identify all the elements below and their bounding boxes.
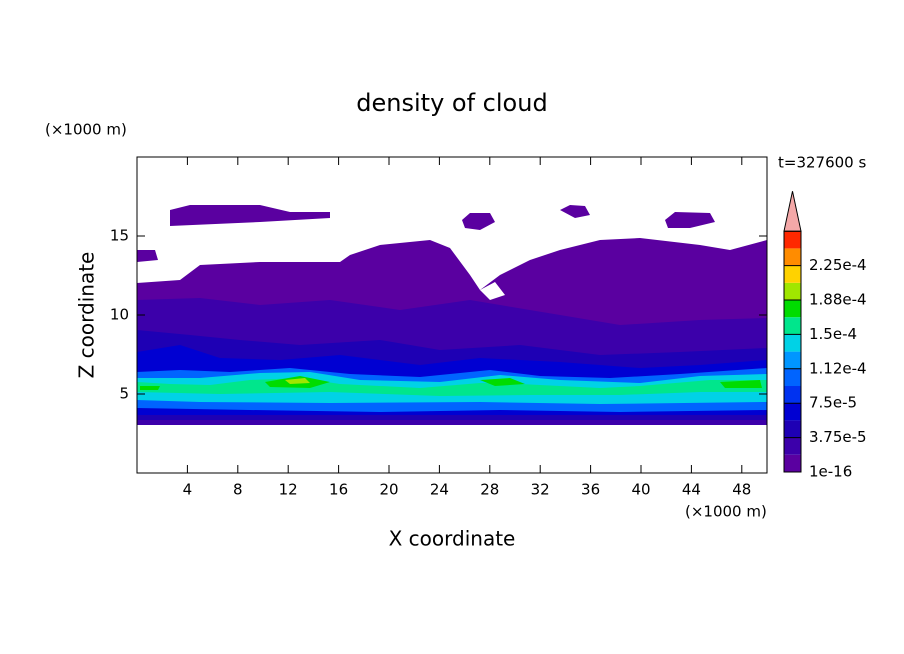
x-tick-label: 48 xyxy=(732,481,751,499)
x-axis-label: X coordinate xyxy=(389,527,516,551)
colorbar-band xyxy=(784,420,801,438)
colorbar-extend xyxy=(783,191,802,232)
x-tick-label: 28 xyxy=(480,481,499,499)
chart-title: density of cloud xyxy=(356,89,547,117)
colorbar-band xyxy=(784,386,801,404)
colorbar-label: 1e-16 xyxy=(809,463,852,481)
x-tick-label: 12 xyxy=(279,481,298,499)
colorbar-band xyxy=(784,437,801,455)
x-unit: (×1000 m) xyxy=(685,503,767,521)
x-tick-label: 44 xyxy=(682,481,701,499)
y-tick-label: 10 xyxy=(110,306,129,324)
colorbar-band xyxy=(784,454,801,472)
y-tick-label: 5 xyxy=(119,385,129,403)
colorbar-band xyxy=(784,368,801,386)
x-tick-label: 24 xyxy=(430,481,449,499)
x-tick-label: 32 xyxy=(531,481,550,499)
colorbar-band xyxy=(784,351,801,369)
colorbar-label: 1.12e-4 xyxy=(809,359,867,377)
x-tick-label: 40 xyxy=(631,481,650,499)
y-tick-label: 15 xyxy=(110,227,129,245)
annotation: t=327600 s xyxy=(778,154,866,172)
x-tick-label: 16 xyxy=(329,481,348,499)
x-tick-label: 4 xyxy=(183,481,193,499)
colorbar-band xyxy=(784,403,801,421)
colorbar-band xyxy=(784,317,801,335)
x-tick-label: 36 xyxy=(581,481,600,499)
colorbar-band xyxy=(784,300,801,318)
colorbar-band xyxy=(784,265,801,283)
y-unit: (×1000 m) xyxy=(45,121,127,139)
colorbar-band xyxy=(784,334,801,352)
colorbar-label: 3.75e-5 xyxy=(809,428,867,446)
y-axis-label: Z coordinate xyxy=(75,252,99,379)
x-tick-label: 8 xyxy=(233,481,243,499)
colorbar-label: 1.5e-4 xyxy=(809,325,857,343)
colorbar-band xyxy=(784,248,801,266)
contour-field xyxy=(137,205,767,425)
colorbar-label: 7.5e-5 xyxy=(809,394,857,412)
colorbar-band xyxy=(784,282,801,300)
x-tick-label: 20 xyxy=(379,481,398,499)
colorbar-band xyxy=(784,231,801,249)
colorbar-label: 1.88e-4 xyxy=(809,291,867,309)
colorbar-label: 2.25e-4 xyxy=(809,256,867,274)
